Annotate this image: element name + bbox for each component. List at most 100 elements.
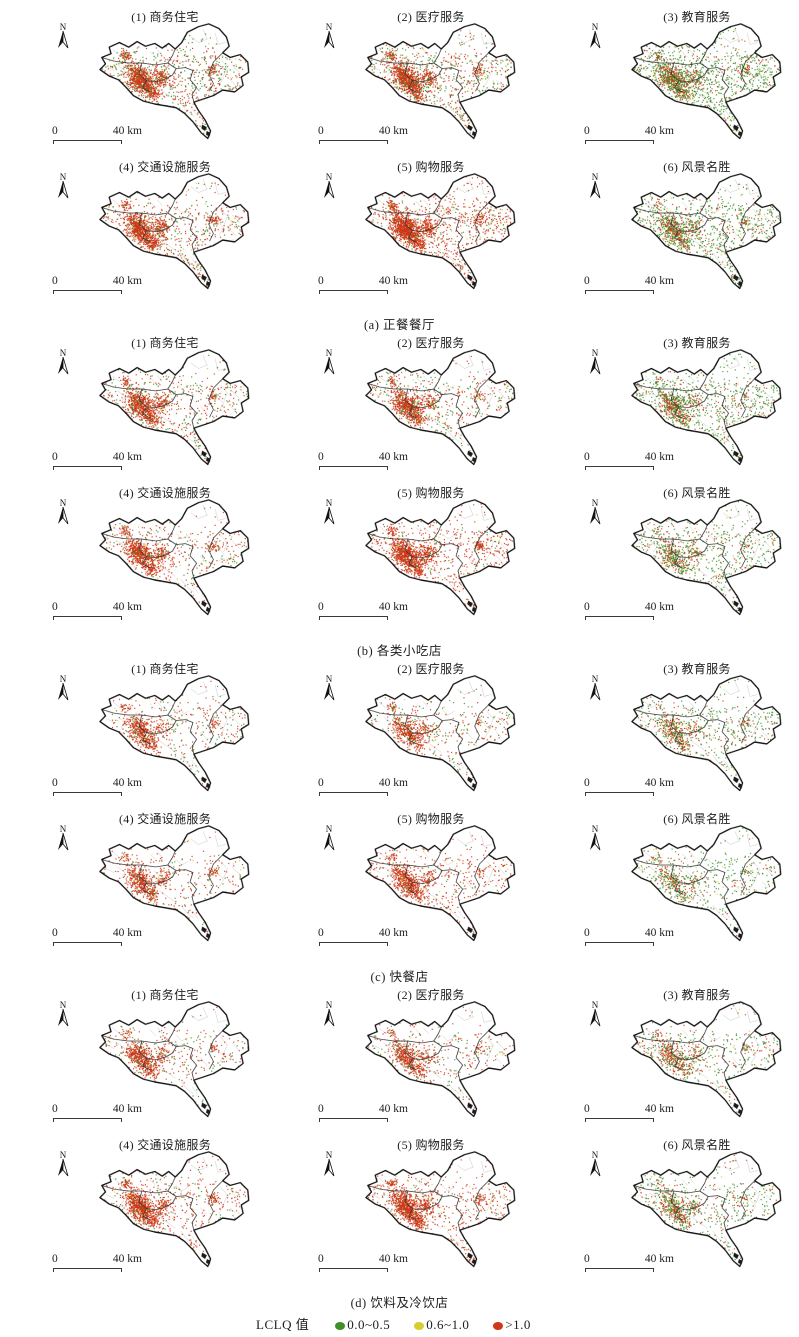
map-row: (4) 交通设施服务 N 0 40 km (5) 购物服务 N 0 40 km (6) 风景名胜… [0, 808, 799, 958]
scale-distance-label: 40 km [112, 777, 142, 789]
north-arrow-icon: N [324, 498, 335, 525]
north-arrow-icon: N [590, 348, 601, 375]
scale-distance-label: 40 km [112, 1103, 142, 1115]
map-row: (4) 交通设施服务 N 0 40 km (5) 购物服务 N 0 40 km (6) 风景名胜… [0, 156, 799, 306]
scale-zero-label: 0 [584, 1253, 590, 1265]
legend-items: 0.0~0.5 0.6~1.0 >1.0 [323, 1317, 543, 1332]
scale-line [53, 1268, 122, 1272]
north-label: N [592, 348, 599, 358]
map-row: (4) 交通设施服务 N 0 40 km (5) 购物服务 N 0 40 km (6) 风景名胜… [0, 482, 799, 632]
north-arrow-icon: N [324, 172, 335, 199]
scale-line [53, 942, 122, 946]
map-row: (1) 商务住宅 N 0 40 km (2) 医疗服务 N 0 40 km (3) 教育服务 N 0… [0, 658, 799, 808]
scale-distance-label: 40 km [644, 125, 674, 137]
map-title: (3) 教育服务 [663, 662, 731, 676]
scale-line [53, 466, 122, 470]
north-arrow-icon: N [590, 498, 601, 525]
map-panel-d-5: (5) 购物服务 N 0 40 km [266, 1134, 532, 1284]
north-label: N [60, 348, 67, 358]
north-label: N [326, 674, 333, 684]
scale-zero-label: 0 [318, 927, 324, 939]
scale-bar: 0 40 km [50, 275, 142, 297]
section-c: (1) 商务住宅 N 0 40 km (2) 医疗服务 N 0 40 km (3) 教育服务 N 0… [0, 658, 799, 984]
north-label: N [60, 498, 67, 508]
scale-bar: 0 40 km [316, 451, 408, 473]
north-arrow-icon: N [324, 1000, 335, 1027]
map-grid: (1) 商务住宅 N 0 40 km (2) 医疗服务 N 0 40 km (3) 教育服务 N 0… [0, 6, 799, 1310]
scale-line [585, 466, 654, 470]
map-row: (1) 商务住宅 N 0 40 km (2) 医疗服务 N 0 40 km (3) 教育服务 N 0… [0, 6, 799, 156]
map-canvas [72, 824, 258, 947]
scale-bar: 0 40 km [316, 275, 408, 297]
map-title: (5) 购物服务 [397, 812, 465, 826]
scale-zero-label: 0 [584, 451, 590, 463]
scale-zero-label: 0 [52, 1253, 58, 1265]
map-title: (1) 商务住宅 [131, 336, 199, 350]
scale-line [53, 792, 122, 796]
scale-zero-label: 0 [52, 451, 58, 463]
legend-item: >1.0 [493, 1317, 531, 1333]
map-panel-b-5: (5) 购物服务 N 0 40 km [266, 482, 532, 632]
north-arrow-icon: N [58, 348, 69, 375]
scale-distance-label: 40 km [644, 1103, 674, 1115]
scale-line [585, 792, 654, 796]
scale-zero-label: 0 [584, 927, 590, 939]
north-arrow-icon: N [590, 1150, 601, 1177]
scale-distance-label: 40 km [644, 275, 674, 287]
scale-bar: 0 40 km [50, 1103, 142, 1125]
scale-zero-label: 0 [584, 601, 590, 613]
scale-zero-label: 0 [318, 451, 324, 463]
map-title: (4) 交通设施服务 [119, 812, 211, 826]
scale-distance-label: 40 km [378, 125, 408, 137]
north-label: N [326, 824, 333, 834]
scale-zero-label: 0 [52, 275, 58, 287]
map-title: (2) 医疗服务 [397, 10, 465, 24]
north-arrow-icon: N [324, 824, 335, 851]
map-canvas [604, 1000, 790, 1123]
map-panel-c-2: (2) 医疗服务 N 0 40 km [266, 658, 532, 808]
scale-line [585, 140, 654, 144]
scale-line [319, 1268, 388, 1272]
map-canvas [72, 1150, 258, 1273]
north-label: N [326, 22, 333, 32]
map-canvas [338, 172, 524, 295]
scale-line [585, 942, 654, 946]
scale-distance-label: 40 km [112, 601, 142, 613]
section-caption-b: (b) 各类小吃店 [357, 644, 442, 658]
map-title: (4) 交通设施服务 [119, 486, 211, 500]
north-arrow-icon: N [324, 674, 335, 701]
scale-zero-label: 0 [584, 275, 590, 287]
north-arrow-icon: N [324, 348, 335, 375]
north-arrow-icon: N [58, 674, 69, 701]
legend-item: 0.6~1.0 [414, 1317, 469, 1333]
scale-line [319, 942, 388, 946]
scale-bar: 0 40 km [582, 451, 674, 473]
section-caption-c: (c) 快餐店 [370, 970, 429, 984]
map-panel-c-6: (6) 风景名胜 N 0 40 km [532, 808, 798, 958]
north-label: N [326, 1000, 333, 1010]
north-arrow-icon: N [58, 1000, 69, 1027]
map-title: (4) 交通设施服务 [119, 1138, 211, 1152]
north-arrow-icon: N [58, 498, 69, 525]
map-canvas [72, 348, 258, 471]
map-title: (5) 购物服务 [397, 160, 465, 174]
map-panel-d-6: (6) 风景名胜 N 0 40 km [532, 1134, 798, 1284]
map-panel-d-3: (3) 教育服务 N 0 40 km [532, 984, 798, 1134]
scale-distance-label: 40 km [112, 125, 142, 137]
map-panel-b-3: (3) 教育服务 N 0 40 km [532, 332, 798, 482]
map-canvas [604, 348, 790, 471]
north-label: N [592, 1150, 599, 1160]
north-label: N [592, 172, 599, 182]
map-title: (6) 风景名胜 [663, 1138, 731, 1152]
scale-zero-label: 0 [584, 777, 590, 789]
north-label: N [60, 1000, 67, 1010]
scale-zero-label: 0 [318, 1103, 324, 1115]
north-label: N [60, 172, 67, 182]
map-canvas [72, 1000, 258, 1123]
map-panel-a-4: (4) 交通设施服务 N 0 40 km [0, 156, 266, 306]
map-title: (6) 风景名胜 [663, 160, 731, 174]
north-arrow-icon: N [590, 172, 601, 199]
legend: LCLQ 值 0.0~0.5 0.6~1.0 >1.0 [0, 1314, 799, 1333]
map-title: (5) 购物服务 [397, 1138, 465, 1152]
scale-bar: 0 40 km [50, 1253, 142, 1275]
